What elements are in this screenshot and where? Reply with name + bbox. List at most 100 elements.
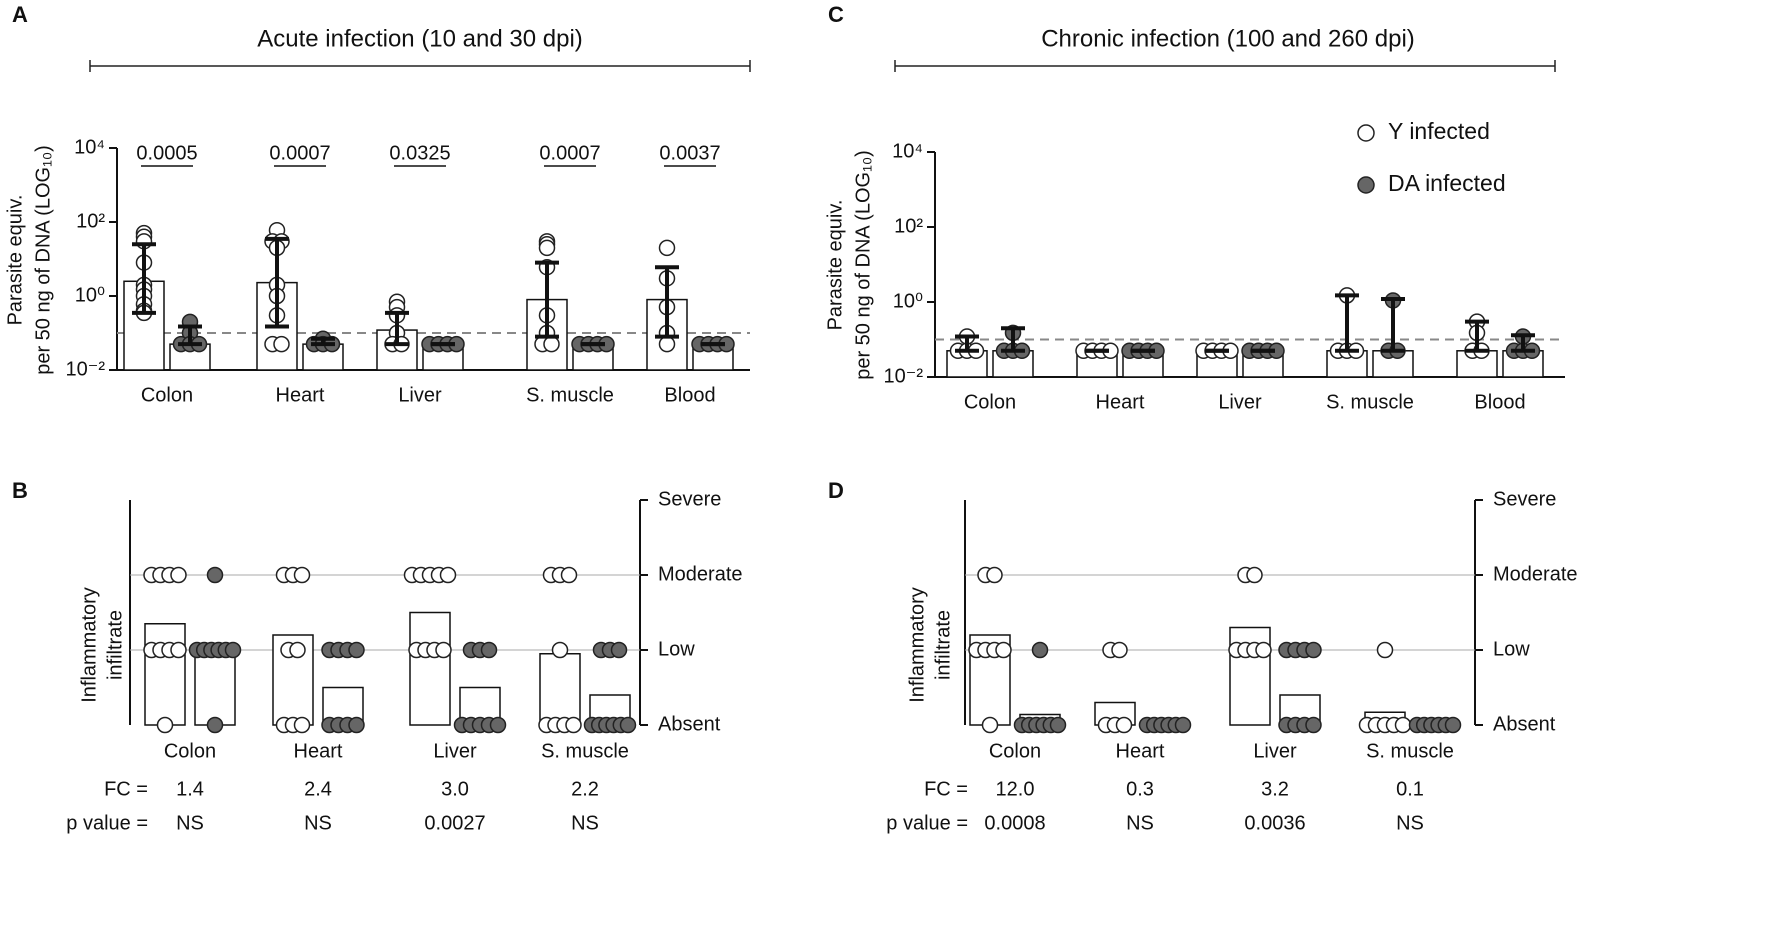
y-tick-label: 10⁻² <box>884 365 924 387</box>
data-point <box>1305 641 1322 659</box>
row-label: FC = <box>104 778 148 800</box>
y-axis-label: Parasite equiv. <box>824 200 846 331</box>
y-axis-label: Inflammatory <box>78 587 100 703</box>
y-tick-label: 10⁴ <box>892 140 923 162</box>
x-tick-label: Liver <box>433 740 477 762</box>
legend-swatch <box>1357 176 1375 194</box>
data-point <box>489 716 507 734</box>
p-value: NS <box>304 812 332 834</box>
x-tick-label: Colon <box>964 391 1016 413</box>
x-tick-label: Liver <box>1218 391 1262 413</box>
data-point <box>995 641 1012 659</box>
data-point <box>170 641 187 659</box>
y-axis-label: Parasite equiv. <box>4 195 26 326</box>
y-tick-label: Absent <box>658 713 721 735</box>
data-point <box>293 566 311 584</box>
fc-value: 3.0 <box>441 778 469 800</box>
panel-letter: A <box>12 2 28 27</box>
row-label: FC = <box>924 778 968 800</box>
data-point <box>439 566 457 584</box>
data-point <box>224 641 242 659</box>
data-point <box>289 641 306 659</box>
y-tick-label: Absent <box>1493 713 1556 735</box>
panel-title: Acute infection (10 and 30 dpi) <box>257 25 583 52</box>
data-point <box>610 641 628 659</box>
p-value: 0.0325 <box>389 142 450 164</box>
data-point <box>1376 641 1394 659</box>
fc-value: 1.4 <box>176 778 204 800</box>
row-label: p value = <box>66 812 148 834</box>
data-point <box>156 716 174 734</box>
p-value: 0.0027 <box>424 812 485 834</box>
x-tick-label: Heart <box>276 384 325 406</box>
p-value: 0.0008 <box>984 812 1045 834</box>
y-tick-label: Moderate <box>1493 563 1578 585</box>
data-point <box>1031 641 1049 659</box>
p-value: NS <box>571 812 599 834</box>
data-point <box>986 566 1003 584</box>
y-tick-label: Low <box>1493 638 1530 660</box>
data-point <box>1111 641 1128 659</box>
data-point <box>206 716 224 734</box>
x-tick-label: S. muscle <box>526 384 614 406</box>
data-point <box>1394 716 1412 734</box>
p-value: 0.0036 <box>1244 812 1305 834</box>
p-value: NS <box>176 812 204 834</box>
x-tick-label: Blood <box>664 384 715 406</box>
y-tick-label: Severe <box>658 488 721 510</box>
y-axis-label: infiltrate <box>932 610 954 680</box>
x-tick-label: Heart <box>294 740 343 762</box>
data-point <box>538 239 556 257</box>
fc-value: 2.4 <box>304 778 332 800</box>
x-tick-label: Colon <box>989 740 1041 762</box>
data-point <box>1255 641 1272 659</box>
data-point <box>658 335 676 353</box>
data-point <box>1115 716 1133 734</box>
row-label: p value = <box>886 812 968 834</box>
y-tick-label: 10⁴ <box>74 136 105 158</box>
fc-value: 0.1 <box>1396 778 1424 800</box>
y-tick-label: 10² <box>76 210 105 232</box>
data-point <box>206 566 224 584</box>
x-tick-label: S. muscle <box>541 740 629 762</box>
y-axis-label: per 50 ng of DNA (LOG₁₀) <box>852 150 874 380</box>
y-axis-label: infiltrate <box>104 610 126 680</box>
x-tick-label: Heart <box>1116 740 1165 762</box>
data-point <box>1174 716 1192 734</box>
legend-swatch <box>1357 124 1375 142</box>
y-axis-label: per 50 ng of DNA (LOG₁₀) <box>32 145 54 375</box>
data-point <box>658 239 676 257</box>
data-point <box>560 566 578 584</box>
y-tick-label: Moderate <box>658 563 743 585</box>
p-value: 0.0007 <box>539 142 600 164</box>
y-tick-label: Severe <box>1493 488 1556 510</box>
bar <box>539 653 581 726</box>
y-tick-label: 10⁻² <box>66 358 106 380</box>
data-point <box>1049 716 1067 734</box>
data-point <box>1246 566 1263 584</box>
p-value: 0.0007 <box>269 142 330 164</box>
data-point <box>348 716 365 734</box>
data-point <box>565 716 582 734</box>
panel-letter: B <box>12 478 28 503</box>
legend-label: Y infected <box>1388 118 1490 144</box>
x-tick-label: Colon <box>164 740 216 762</box>
data-point <box>981 716 999 734</box>
data-point <box>348 641 365 659</box>
y-tick-label: 10² <box>894 215 923 237</box>
y-tick-label: Low <box>658 638 695 660</box>
p-value: NS <box>1126 812 1154 834</box>
fc-value: 3.2 <box>1261 778 1289 800</box>
p-value: NS <box>1396 812 1424 834</box>
x-tick-label: Liver <box>398 384 442 406</box>
fc-value: 0.3 <box>1126 778 1154 800</box>
panel-letter: C <box>828 2 844 27</box>
data-point <box>551 641 569 659</box>
data-point <box>1305 716 1322 734</box>
fc-value: 2.2 <box>571 778 599 800</box>
p-value: 0.0005 <box>136 142 197 164</box>
panel-title: Chronic infection (100 and 260 dpi) <box>1041 25 1415 52</box>
data-point <box>619 716 637 734</box>
data-point <box>435 641 452 659</box>
